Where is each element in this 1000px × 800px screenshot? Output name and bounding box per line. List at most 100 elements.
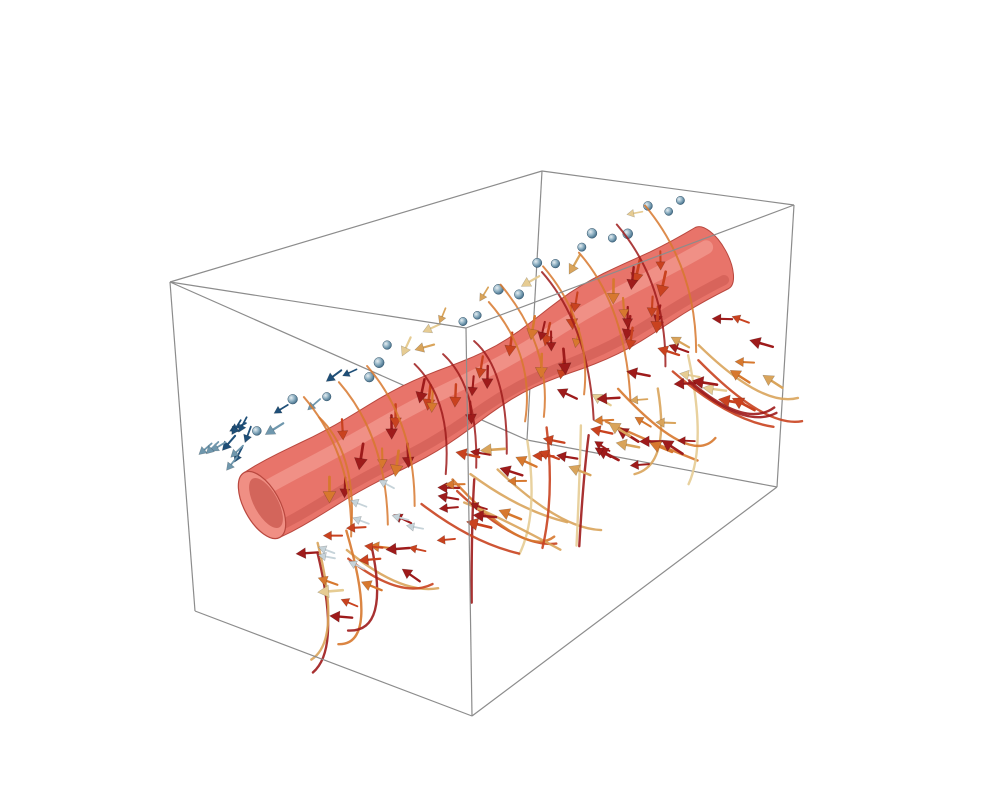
- vector-point-sphere: [458, 317, 468, 326]
- arrow-shaft: [685, 373, 701, 379]
- vector-arrow: [626, 367, 651, 380]
- vector-arrow: [322, 475, 337, 504]
- arrow-head: [426, 402, 438, 414]
- vector-point-sphere: [322, 392, 332, 402]
- vector-arrow: [295, 547, 319, 559]
- vector-arrow: [638, 435, 663, 448]
- streamline: [578, 434, 590, 548]
- vector-arrow: [322, 530, 344, 541]
- vector-arrow: [673, 377, 698, 390]
- arrow-head: [596, 392, 608, 405]
- vector-arrow: [568, 464, 592, 477]
- arrow-head: [438, 314, 447, 324]
- arrow-shaft: [667, 443, 684, 456]
- arrow-shaft: [574, 291, 579, 307]
- vector-point-sphere: [382, 340, 392, 350]
- arrow-shaft: [355, 501, 368, 508]
- vector-point-sphere: [676, 196, 685, 205]
- vector-arrow: [317, 584, 345, 598]
- arrow-shaft: [225, 434, 237, 447]
- vector-arrow: [596, 392, 621, 405]
- vector-arrow: [542, 434, 566, 447]
- arrow-head: [317, 575, 329, 587]
- vector-arrow: [590, 425, 614, 437]
- arrow-head: [570, 302, 582, 313]
- arrow-shaft: [240, 416, 248, 428]
- vector-arrow: [414, 342, 436, 353]
- vector-arrow: [618, 296, 630, 320]
- arrow-shaft: [407, 572, 421, 583]
- arrow-shaft: [630, 265, 635, 283]
- arrow-shaft: [521, 459, 538, 468]
- vector-arrow: [422, 322, 442, 334]
- arrow-shaft: [311, 398, 321, 408]
- vector-arrow: [264, 422, 285, 435]
- vector-arrow: [729, 369, 751, 384]
- arrow-shaft: [487, 447, 507, 452]
- vector-arrow: [646, 295, 658, 318]
- vector-arrow: [340, 598, 359, 608]
- arrow-head: [624, 338, 637, 351]
- vector-arrow: [350, 499, 368, 508]
- arrow-head: [557, 362, 572, 376]
- arrow-shaft: [530, 315, 536, 333]
- arrow-head: [329, 610, 341, 623]
- arrow-shaft: [676, 339, 691, 349]
- arrow-head: [405, 522, 415, 532]
- arrow-shaft: [629, 326, 634, 344]
- arrow-head: [650, 320, 665, 334]
- arrow-shaft: [562, 347, 567, 367]
- vector-point-sphere: [364, 372, 375, 383]
- arrow-shaft: [369, 545, 384, 549]
- vector-arrow: [317, 552, 336, 562]
- arrow-shaft: [597, 429, 614, 435]
- vector-arrow: [317, 575, 339, 587]
- arrow-shaft: [674, 346, 690, 354]
- vector-arrow: [329, 610, 354, 623]
- arrow-shaft: [427, 383, 432, 403]
- arrow-shaft: [633, 371, 651, 378]
- arrow-head: [649, 440, 663, 453]
- streamline: [499, 283, 546, 418]
- box-edge: [194, 610, 473, 717]
- arrow-head: [354, 457, 368, 471]
- arrow-head: [295, 547, 307, 559]
- arrow-shaft: [352, 526, 367, 529]
- arrow-head: [594, 441, 604, 450]
- arrow-shaft: [234, 444, 244, 455]
- vector-arrow: [438, 502, 459, 514]
- arrow-head: [470, 501, 480, 511]
- arrow-shaft: [650, 295, 654, 311]
- arrow-shaft: [270, 422, 285, 432]
- arrow-head: [437, 481, 448, 494]
- arrow-shaft: [621, 296, 626, 313]
- vector-point-sphere: [577, 242, 587, 252]
- vector-arrow: [455, 448, 481, 461]
- arrow-shaft: [471, 375, 475, 391]
- arrow-head: [322, 530, 332, 541]
- vector-arrow: [401, 568, 421, 583]
- arrow-shaft: [709, 387, 728, 392]
- arrow-shaft: [473, 522, 493, 529]
- arrow-head: [679, 369, 690, 381]
- front-vector-layer: [295, 204, 784, 623]
- streamline: [487, 301, 528, 423]
- arrow-head: [556, 451, 567, 463]
- vector-arrow: [426, 389, 438, 414]
- arrow-shaft: [756, 341, 775, 349]
- arrow-head: [622, 318, 634, 329]
- arrow-head: [455, 448, 468, 461]
- arrow-shaft: [357, 519, 370, 525]
- box-edge: [465, 204, 795, 329]
- arrow-head: [414, 342, 425, 353]
- arrow-shaft: [359, 442, 365, 463]
- vector-arrow: [345, 522, 367, 533]
- vector-point-sphere: [252, 426, 262, 436]
- vector-arrow: [231, 419, 242, 436]
- bounding-box-back-edges: [169, 170, 795, 488]
- vector-arrow: [657, 345, 681, 357]
- arrow-shaft: [635, 258, 642, 278]
- arrow-head: [401, 568, 414, 580]
- arrow-head: [638, 435, 650, 448]
